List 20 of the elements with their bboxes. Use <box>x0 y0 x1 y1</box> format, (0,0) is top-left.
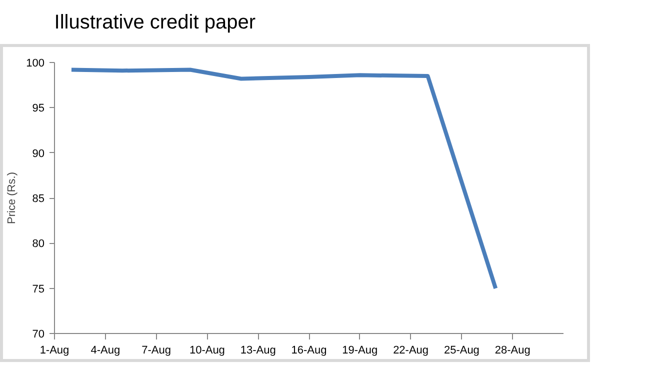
x-tick-label: 4-Aug <box>90 344 120 356</box>
y-tick-label: 85 <box>32 193 45 205</box>
y-tick-label: 70 <box>32 328 45 340</box>
x-tick-label: 22-Aug <box>393 344 429 356</box>
y-tick-label: 95 <box>32 102 45 115</box>
y-tick-label: 90 <box>32 148 45 160</box>
x-tick-label: 19-Aug <box>342 344 378 356</box>
y-tick-label: 100 <box>26 58 45 70</box>
x-tick-label: 13-Aug <box>240 344 276 356</box>
y-tick-label: 80 <box>32 238 45 250</box>
x-tick-label: 25-Aug <box>444 344 480 356</box>
x-tick-label: 1-Aug <box>40 344 70 356</box>
chart-title: Illustrative credit paper <box>54 12 256 34</box>
y-tick-label: 75 <box>32 283 45 296</box>
y-axis-title: Price (Rs.) <box>6 172 18 224</box>
x-tick-label: 16-Aug <box>291 344 327 356</box>
line-series <box>69 68 498 290</box>
x-tick-label: 10-Aug <box>189 344 225 356</box>
x-tick-label: 7-Aug <box>142 344 171 356</box>
x-tick-label: 28-Aug <box>494 344 530 356</box>
